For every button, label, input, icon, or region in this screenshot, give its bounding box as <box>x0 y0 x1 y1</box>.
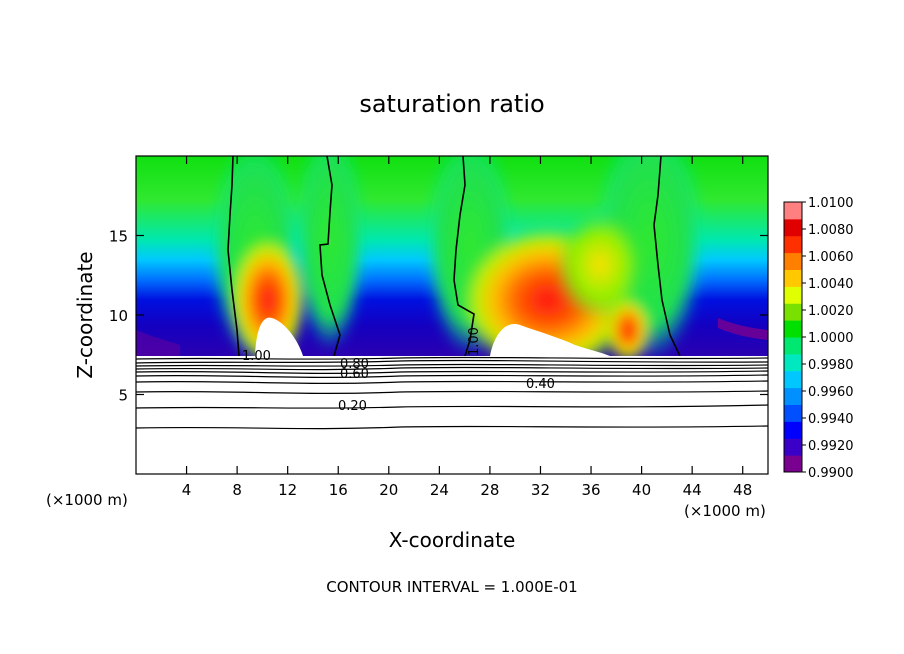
colorbar-swatch <box>784 320 802 338</box>
colorbar-label: 0.9900 <box>808 466 854 481</box>
contour-label: 1.00 <box>242 349 271 364</box>
y-ticks: 5 10 15 <box>109 228 768 405</box>
x-tick-label: 28 <box>480 481 499 499</box>
x-axis-label: X-coordinate <box>389 528 516 552</box>
dark-edge <box>718 318 768 340</box>
x-tick-label: 20 <box>379 481 398 499</box>
y-axis-label: Z-coordinate <box>73 251 97 378</box>
colorbar-swatch <box>784 387 802 405</box>
y-tick-label: 15 <box>109 228 128 246</box>
green-column <box>295 156 365 350</box>
colorbar-label: 1.0040 <box>808 277 854 292</box>
colorbar-swatch <box>784 218 802 237</box>
colorbar-label: 1.0080 <box>808 223 854 238</box>
x-unit-right: (×1000 m) <box>684 502 766 520</box>
colorbar-swatch <box>784 455 802 473</box>
colorbar-swatch <box>784 202 802 220</box>
colorbar-label: 0.9980 <box>808 358 854 373</box>
plot-area <box>136 156 768 474</box>
colorbar-label: 1.0060 <box>808 250 854 265</box>
dark-edge <box>136 330 180 356</box>
colorbar-label: 0.9940 <box>808 412 854 427</box>
contour-label: 1.00 <box>467 327 482 356</box>
colorbar: 1.0100 1.0080 1.0060 1.0040 1.0020 1.0000 0.99… <box>783 196 854 481</box>
x-unit-left: (×1000 m) <box>46 491 128 509</box>
contour-label: 0.60 <box>340 367 369 382</box>
lower-region <box>136 356 768 474</box>
colorbar-swatch <box>784 303 802 321</box>
colorbar-swatch <box>784 235 802 254</box>
subsaturated-cloud-free-patch <box>255 317 303 356</box>
colorbar-swatch <box>784 337 802 355</box>
colorbar-swatch <box>784 404 802 422</box>
colorbar-label: 1.0100 <box>808 196 854 211</box>
colorbar-swatch <box>784 252 802 270</box>
subsaturated-cloud-free-patch <box>490 324 610 356</box>
contour-label: 0.80 <box>340 357 369 372</box>
colorbar-swatch <box>784 438 802 456</box>
warm-plume-right <box>606 298 650 362</box>
x-ticks: 4 8 12 16 20 24 28 32 36 40 44 48 <box>182 156 752 499</box>
x-tick-label: 8 <box>232 481 242 499</box>
x-tick-label: 32 <box>531 481 550 499</box>
x-tick-label: 12 <box>278 481 297 499</box>
x-tick-label: 48 <box>733 481 752 499</box>
contour-interval-note: CONTOUR INTERVAL = 1.000E-01 <box>326 578 577 596</box>
x-tick-label: 40 <box>632 481 651 499</box>
y-tick-label: 5 <box>118 387 128 405</box>
x-tick-label: 36 <box>581 481 600 499</box>
contour-label: 0.20 <box>338 399 367 414</box>
colorbar-label: 1.0020 <box>808 304 854 319</box>
contour-labels: 1.00 1.00 0.80 0.60 0.40 0.20 <box>242 327 555 414</box>
chart-title: saturation ratio <box>359 90 544 118</box>
colorbar-swatch <box>784 421 802 439</box>
contour-1.00-lines <box>227 156 681 357</box>
contour-label: 0.40 <box>526 377 555 392</box>
colorbar-label: 0.9960 <box>808 385 854 400</box>
warm-plume-right <box>555 210 645 320</box>
x-tick-label: 4 <box>182 481 192 499</box>
y-tick-label: 10 <box>109 307 128 325</box>
lower-contour-lines <box>136 356 768 430</box>
colorbar-swatch <box>784 370 802 389</box>
x-tick-label: 16 <box>329 481 348 499</box>
colorbar-label: 0.9920 <box>808 439 854 454</box>
colorbar-swatch <box>784 286 802 304</box>
x-tick-label: 24 <box>430 481 449 499</box>
x-tick-label: 44 <box>683 481 702 499</box>
colorbar-swatch <box>784 353 802 372</box>
colorbar-swatch <box>784 269 802 287</box>
colorbar-label: 1.0000 <box>808 331 854 346</box>
